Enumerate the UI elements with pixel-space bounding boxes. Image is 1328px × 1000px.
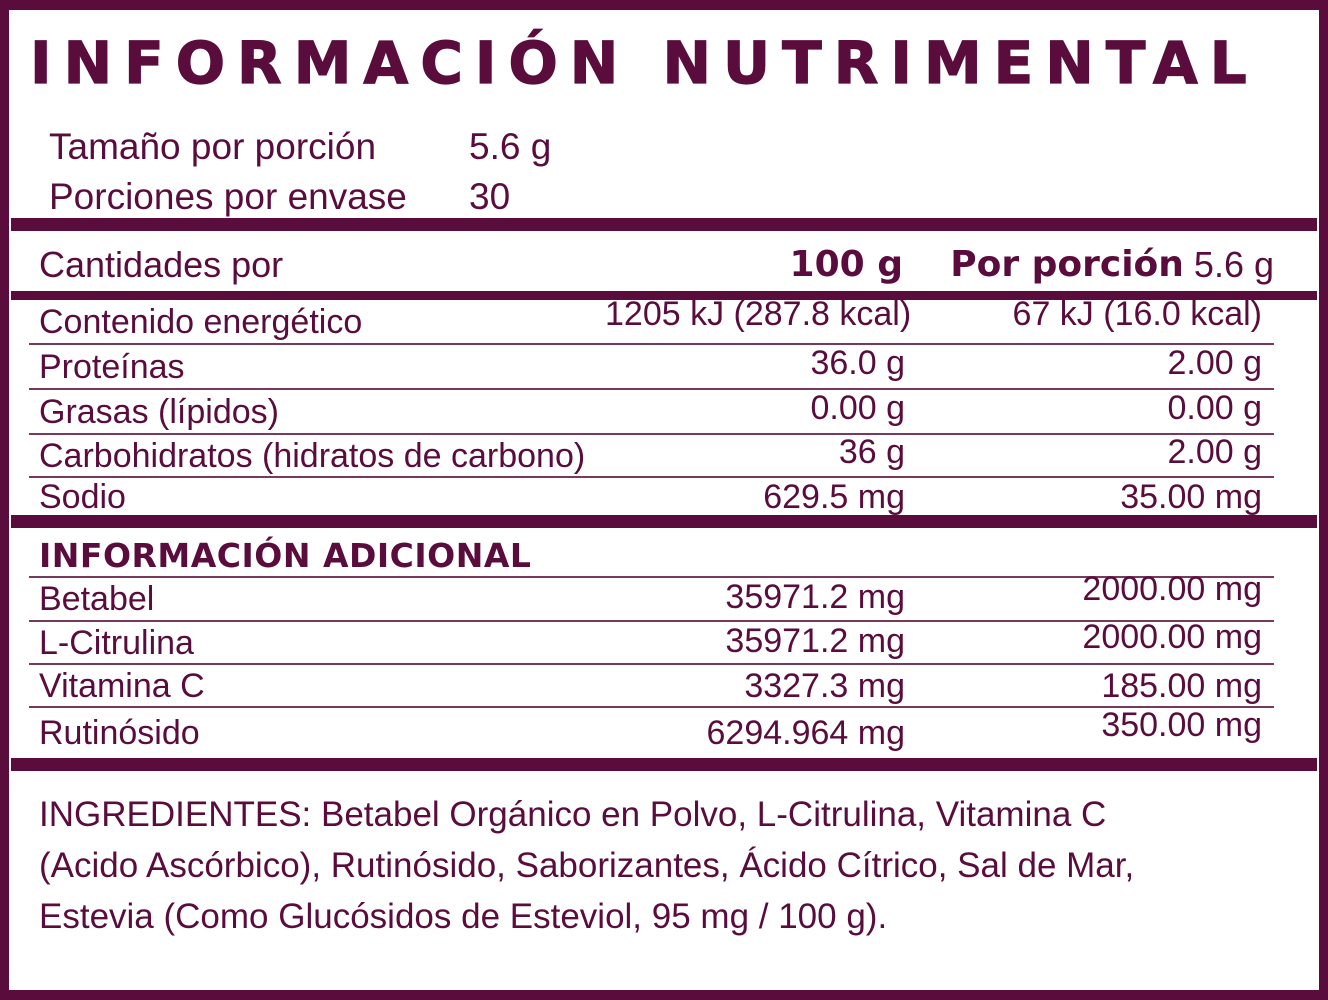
value-per-portion: 2.00 g bbox=[1167, 432, 1262, 471]
table-header-row: Cantidades por 100 g Por porción 5.6 g bbox=[29, 231, 1283, 291]
servings-per-container-row: Porciones por envase 30 bbox=[49, 172, 1308, 222]
ingredients-line: Estevia (Como Glucósidos de Esteviol, 95… bbox=[39, 897, 888, 936]
ingredients-line: (Acido Ascórbico), Rutinósido, Saborizan… bbox=[39, 846, 1135, 885]
nutrient-row-vitamin-c: Vitamina C 3327.3 mg 185.00 mg bbox=[29, 665, 1274, 708]
nutrient-row-protein: Proteínas 36.0 g 2.00 g bbox=[29, 343, 1274, 390]
value-per-portion: 185.00 mg bbox=[1101, 666, 1262, 705]
serving-size-row: Tamaño por porción 5.6 g bbox=[49, 122, 1308, 172]
amounts-per-label: Cantidades por bbox=[39, 244, 284, 285]
serving-size-value: 5.6 g bbox=[469, 126, 552, 167]
nutrient-label: Grasas (lípidos) bbox=[39, 392, 279, 431]
nutrient-row-sodium: Sodio 629.5 mg 35.00 mg bbox=[29, 478, 1274, 516]
nutrient-row-citrulline: L-Citrulina 35971.2 mg 2000.00 mg bbox=[29, 618, 1274, 665]
nutrient-row-fat: Grasas (lípidos) 0.00 g 0.00 g bbox=[29, 388, 1274, 435]
column-header-portion: Por porción 5.6 g bbox=[903, 245, 1283, 285]
servings-per-container-label: Porciones por envase bbox=[49, 176, 407, 217]
serving-info: Tamaño por porción 5.6 g Porciones por e… bbox=[49, 122, 1308, 222]
value-per-portion: 2.00 g bbox=[1167, 343, 1262, 382]
servings-per-container-value: 30 bbox=[469, 176, 511, 217]
serving-size-label: Tamaño por porción bbox=[49, 126, 377, 167]
value-per-100g: 6294.964 mg bbox=[706, 714, 906, 752]
ingredients-line: INGREDIENTES: Betabel Orgánico en Polvo,… bbox=[39, 795, 1107, 834]
additional-info-rows: Betabel 35971.2 mg 2000.00 mg L-Citrulin… bbox=[9, 570, 1319, 758]
nutrient-row-beet: Betabel 35971.2 mg 2000.00 mg bbox=[29, 570, 1274, 622]
nutrient-label: Betabel bbox=[39, 580, 155, 618]
panel-title: INFORMACIÓN NUTRIMENTAL bbox=[29, 28, 1259, 97]
section-divider bbox=[11, 218, 1317, 231]
nutrient-row-energy: Contenido energético 1205 kJ (287.8 kcal… bbox=[29, 295, 1274, 345]
nutrient-row-rutinoside: Rutinósido 6294.964 mg 350.00 mg bbox=[29, 706, 1274, 758]
value-per-100g: 35971.2 mg bbox=[725, 621, 905, 660]
value-per-portion: 35.00 mg bbox=[1120, 478, 1262, 516]
value-per-portion: 2000.00 mg bbox=[1082, 617, 1262, 656]
value-per-100g: 35971.2 mg bbox=[725, 578, 905, 616]
value-per-portion: 2000.00 mg bbox=[1082, 570, 1262, 608]
portion-header-size: 5.6 g bbox=[1193, 244, 1274, 285]
value-per-portion: 0.00 g bbox=[1167, 388, 1262, 427]
value-per-100g: 0.00 g bbox=[810, 388, 905, 427]
value-per-100g: 36 g bbox=[838, 432, 905, 471]
nutrient-row-carbs: Carbohidratos (hidratos de carbono) 36 g… bbox=[29, 432, 1274, 478]
portion-header-label: Por porción bbox=[950, 244, 1184, 285]
value-per-100g: 1205 kJ (287.8 kcal) bbox=[605, 294, 912, 333]
header-section: INFORMACIÓN NUTRIMENTAL Tamaño por porci… bbox=[9, 10, 1319, 218]
additional-info-title: INFORMACIÓN ADICIONAL bbox=[29, 528, 1274, 578]
nutrient-rows: Contenido energético 1205 kJ (287.8 kcal… bbox=[9, 295, 1319, 516]
nutrient-label: Vitamina C bbox=[39, 666, 205, 705]
table-header-divider bbox=[11, 291, 1317, 300]
nutrient-label: Proteínas bbox=[39, 347, 185, 386]
section-divider bbox=[11, 758, 1317, 771]
nutrient-label: Contenido energético bbox=[39, 302, 363, 341]
nutrient-label: L-Citrulina bbox=[39, 623, 194, 662]
nutrient-label: Rutinósido bbox=[39, 714, 200, 752]
nutrient-label: Sodio bbox=[39, 478, 126, 516]
value-per-portion: 67 kJ (16.0 kcal) bbox=[1012, 294, 1262, 333]
nutrient-label: Carbohidratos (hidratos de carbono) bbox=[39, 436, 586, 475]
value-per-portion: 350.00 mg bbox=[1101, 706, 1262, 744]
ingredients-section: INGREDIENTES: Betabel Orgánico en Polvo,… bbox=[9, 771, 1319, 990]
value-per-100g: 629.5 mg bbox=[763, 478, 905, 516]
column-header-100g: 100 g bbox=[789, 244, 903, 285]
value-per-100g: 36.0 g bbox=[810, 343, 905, 382]
section-divider bbox=[11, 515, 1317, 528]
value-per-100g: 3327.3 mg bbox=[744, 666, 905, 705]
